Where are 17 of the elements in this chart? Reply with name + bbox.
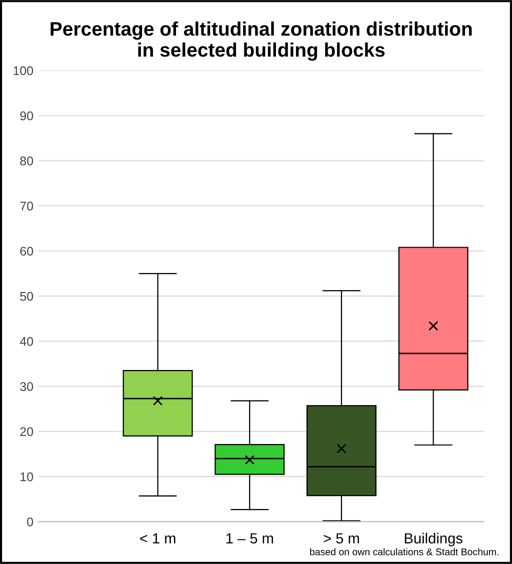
y-tick-label: 70 bbox=[20, 202, 34, 211]
y-tick-label: 60 bbox=[20, 246, 34, 256]
y-tick-label: 20 bbox=[20, 427, 34, 436]
chart-title: Percentage of altitudinal zonation distribution in selected building blocks bbox=[50, 21, 472, 61]
x-tick-label: < 1 m bbox=[140, 533, 176, 544]
y-tick-label: 50 bbox=[20, 292, 34, 301]
y-tick-label: 100 bbox=[14, 66, 34, 76]
text: based on own calculations & Stadt Bochum. bbox=[310, 548, 498, 556]
y-tick-label: 10 bbox=[20, 472, 34, 482]
y-tick-label: 40 bbox=[20, 337, 34, 346]
x-tick-label: Buildings bbox=[404, 532, 462, 546]
y-tick-label: 30 bbox=[20, 382, 34, 391]
x-tick-label: 1 – 5 m bbox=[226, 533, 273, 544]
y-tick-label: 90 bbox=[20, 111, 34, 120]
y-tick-label: 80 bbox=[20, 156, 34, 166]
x-tick-label: > 5 m bbox=[324, 533, 359, 544]
y-tick-label: 0 bbox=[27, 518, 34, 526]
